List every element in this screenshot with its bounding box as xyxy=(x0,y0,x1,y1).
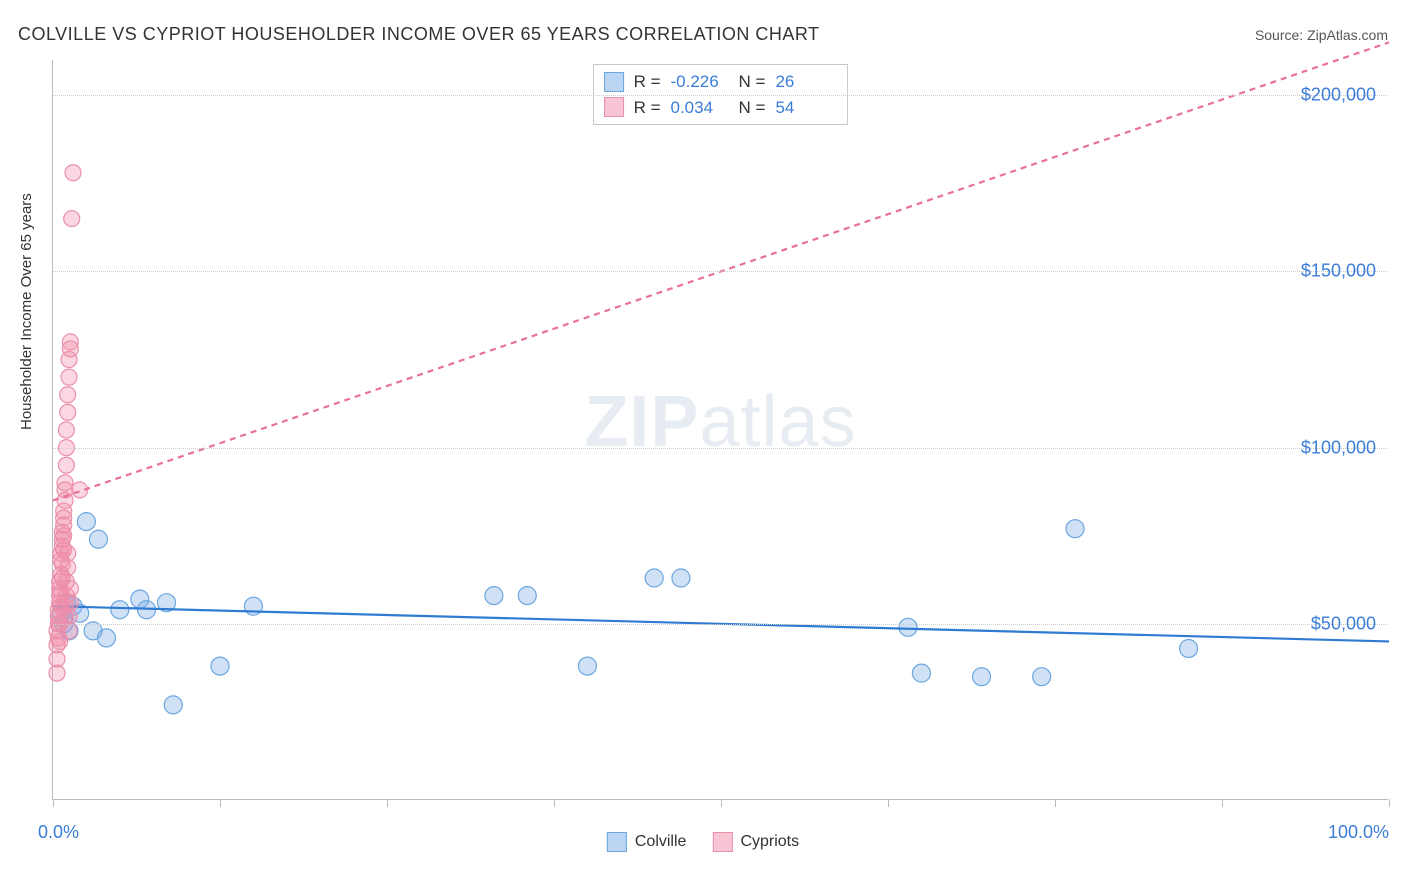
data-point xyxy=(64,211,80,227)
data-point xyxy=(164,696,182,714)
data-point xyxy=(58,422,74,438)
data-point xyxy=(211,657,229,675)
chart-source: Source: ZipAtlas.com xyxy=(1255,27,1388,43)
data-point xyxy=(65,165,81,181)
data-point xyxy=(645,569,663,587)
stat-n-key: N = xyxy=(739,95,766,121)
x-tick xyxy=(888,799,889,807)
stat-n-val: 54 xyxy=(775,95,833,121)
data-point xyxy=(111,601,129,619)
x-tick xyxy=(220,799,221,807)
data-point xyxy=(899,618,917,636)
x-max-label: 100.0% xyxy=(1328,822,1389,843)
data-point xyxy=(77,513,95,531)
data-point xyxy=(57,475,73,491)
legend-stats-row: R = 0.034 N = 54 xyxy=(604,95,834,121)
x-tick xyxy=(1222,799,1223,807)
legend-item: Colville xyxy=(607,832,687,852)
stat-r-val: -0.226 xyxy=(671,69,729,95)
gridline xyxy=(53,448,1388,449)
data-point xyxy=(61,369,77,385)
data-point xyxy=(485,587,503,605)
legend-stats-row: R = -0.226 N = 26 xyxy=(604,69,834,95)
y-tick-label: $50,000 xyxy=(1311,613,1376,634)
data-point xyxy=(89,530,107,548)
legend-swatch xyxy=(712,832,732,852)
data-point xyxy=(58,457,74,473)
data-point xyxy=(672,569,690,587)
legend-swatch xyxy=(604,72,624,92)
y-axis-label: Householder Income Over 65 years xyxy=(18,193,35,430)
stat-r-key: R = xyxy=(634,69,661,95)
data-point xyxy=(97,629,115,647)
x-tick xyxy=(1055,799,1056,807)
data-point xyxy=(60,404,76,420)
x-tick xyxy=(554,799,555,807)
plot-area: ZIPatlas R =-0.226N =26R =0.034N =54 $50… xyxy=(52,60,1388,800)
data-point xyxy=(1180,639,1198,657)
gridline xyxy=(53,624,1388,625)
data-point xyxy=(62,581,78,597)
data-point xyxy=(1066,520,1084,538)
legend-label: Cypriots xyxy=(740,833,799,851)
stat-r-key: R = xyxy=(634,95,661,121)
data-point xyxy=(56,528,72,544)
x-tick xyxy=(53,799,54,807)
data-point xyxy=(518,587,536,605)
data-point xyxy=(60,545,76,561)
gridline xyxy=(53,271,1388,272)
data-point xyxy=(49,665,65,681)
data-point xyxy=(62,334,78,350)
legend-label: Colville xyxy=(635,833,687,851)
data-point xyxy=(973,668,991,686)
gridline xyxy=(53,95,1388,96)
legend-swatch xyxy=(604,97,624,117)
bottom-legend: Colville Cypriots xyxy=(607,832,799,852)
stat-r-val: 0.034 xyxy=(671,95,729,121)
chart-svg xyxy=(53,60,1388,799)
data-point xyxy=(1033,668,1051,686)
legend-item: Cypriots xyxy=(712,832,799,852)
y-tick-label: $150,000 xyxy=(1301,261,1376,282)
x-tick xyxy=(1389,799,1390,807)
x-tick xyxy=(721,799,722,807)
x-tick xyxy=(387,799,388,807)
stat-n-val: 26 xyxy=(775,69,833,95)
y-tick-label: $100,000 xyxy=(1301,437,1376,458)
y-tick-label: $200,000 xyxy=(1301,85,1376,106)
data-point xyxy=(60,387,76,403)
data-point xyxy=(578,657,596,675)
legend-swatch xyxy=(607,832,627,852)
chart-title: COLVILLE VS CYPRIOT HOUSEHOLDER INCOME O… xyxy=(18,24,820,45)
stat-n-key: N = xyxy=(739,69,766,95)
x-min-label: 0.0% xyxy=(38,822,79,843)
data-point xyxy=(912,664,930,682)
